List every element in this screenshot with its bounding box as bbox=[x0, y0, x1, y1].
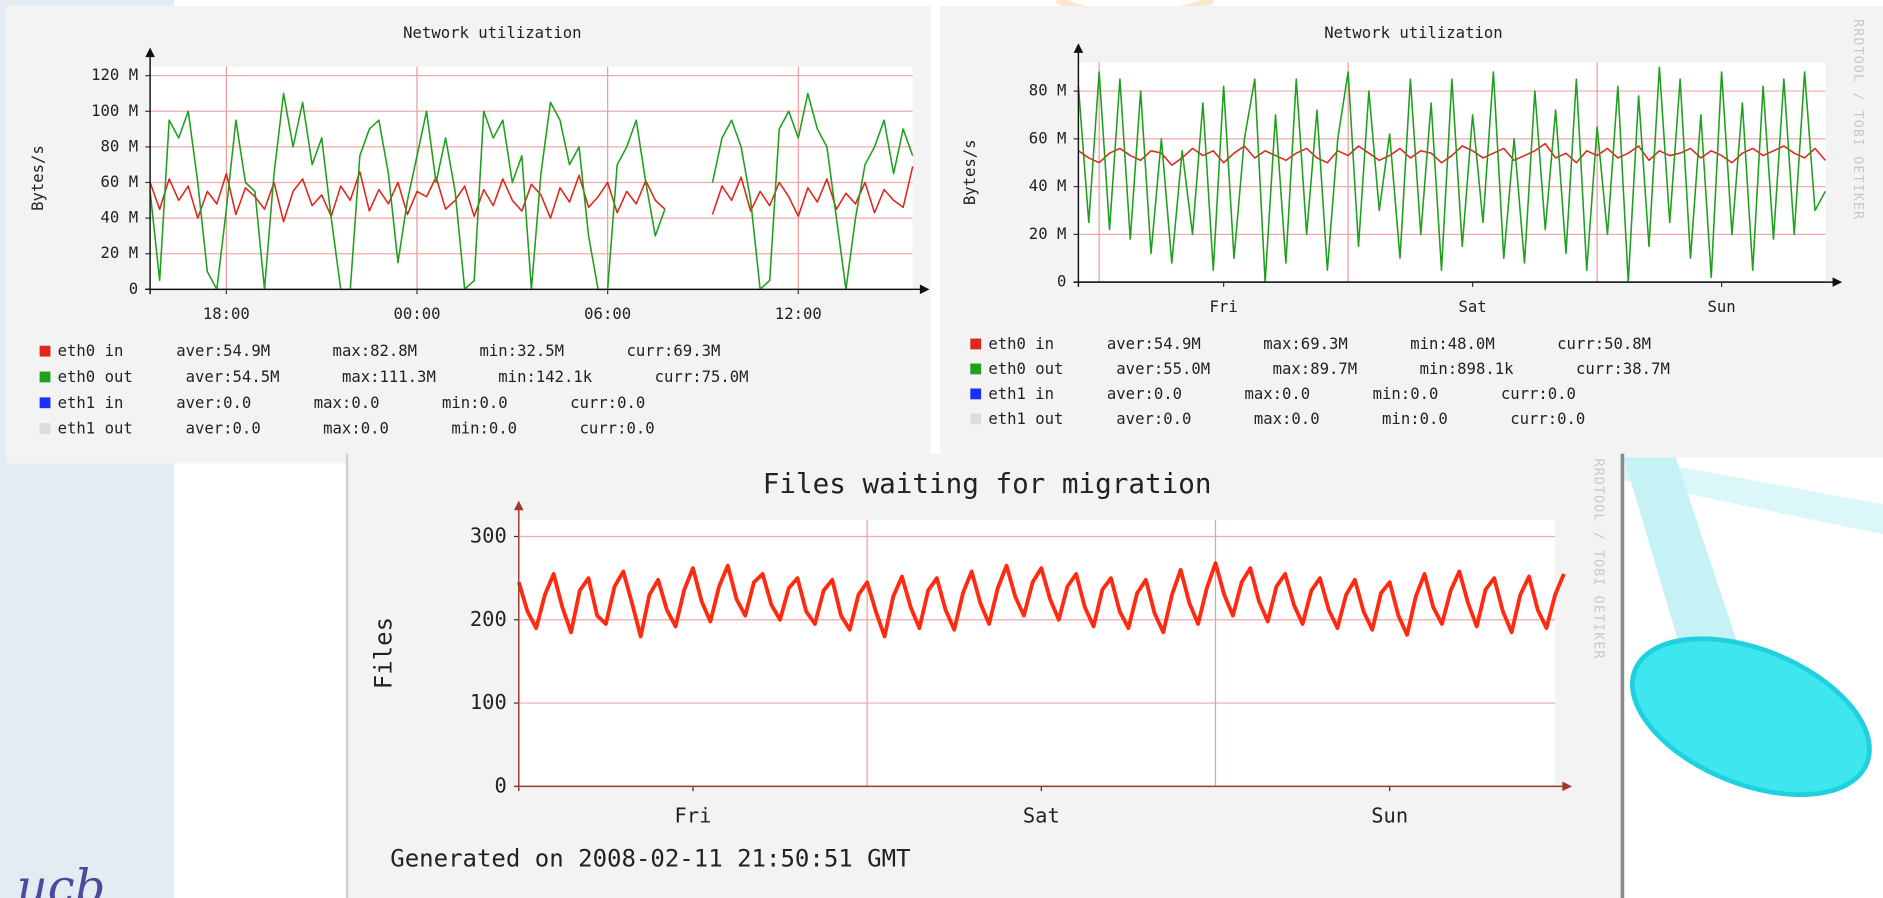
watermark: RRDTOOL / TOBI OETIKER bbox=[1590, 459, 1605, 660]
y-tick-label: 40 M bbox=[101, 209, 139, 227]
legend-stat: aver:54.9M bbox=[1107, 335, 1201, 353]
legend-label: eth1 in bbox=[988, 385, 1054, 403]
y-tick-label: 60 M bbox=[1029, 129, 1067, 147]
x-tick-label: Sun bbox=[1708, 298, 1736, 316]
y-tick-label: 200 bbox=[470, 607, 507, 631]
x-tick-label: Fri bbox=[675, 803, 712, 827]
legend-stat: max:0.0 bbox=[323, 420, 389, 438]
legend-stat: max:0.0 bbox=[1254, 410, 1320, 428]
x-tick-label: 06:00 bbox=[584, 305, 631, 323]
legend-stat: max:82.8M bbox=[333, 342, 418, 360]
legend-stat: max:89.7M bbox=[1273, 360, 1358, 378]
legend-stat: max:69.3M bbox=[1263, 335, 1348, 353]
x-tick-label: Sun bbox=[1371, 803, 1408, 827]
chart-title: Network utilization bbox=[1324, 24, 1502, 42]
footer: Generated on 2008-02-11 21:50:51 GMT bbox=[390, 845, 910, 873]
legend-stat: min:0.0 bbox=[1382, 410, 1448, 428]
y-tick-label: 100 bbox=[470, 690, 507, 714]
x-tick-label: 00:00 bbox=[394, 305, 441, 323]
legend-swatch bbox=[40, 346, 51, 357]
legend-label: eth0 out bbox=[988, 360, 1063, 378]
legend-stat: curr:38.7M bbox=[1576, 360, 1670, 378]
legend-swatch bbox=[970, 388, 981, 399]
x-tick-label: Fri bbox=[1210, 298, 1238, 316]
legend-stat: min:898.1k bbox=[1420, 360, 1515, 378]
y-tick-label: 120 M bbox=[91, 66, 138, 84]
y-tick-label: 40 M bbox=[1029, 177, 1067, 195]
legend-stat: aver:55.0M bbox=[1116, 360, 1210, 378]
watermark: RRDTOOL / TOBI OETIKER bbox=[1850, 19, 1865, 220]
y-tick-label: 300 bbox=[470, 523, 507, 547]
x-tick-label: Sat bbox=[1023, 803, 1060, 827]
legend-swatch bbox=[970, 339, 981, 350]
chart-title: Network utilization bbox=[403, 24, 581, 42]
y-tick-label: 60 M bbox=[101, 173, 139, 191]
legend-stat: aver:0.0 bbox=[1116, 410, 1191, 428]
legend-stat: min:142.1k bbox=[498, 368, 593, 386]
legend-label: eth0 in bbox=[58, 342, 124, 360]
legend-swatch bbox=[40, 397, 51, 408]
background-text: ucb bbox=[17, 859, 106, 898]
legend-swatch bbox=[40, 423, 51, 434]
legend-swatch bbox=[970, 413, 981, 424]
legend-stat: max:111.3M bbox=[342, 368, 436, 386]
y-axis-label: Bytes/s bbox=[29, 145, 47, 211]
legend-stat: curr:75.0M bbox=[655, 368, 749, 386]
legend-stat: curr:69.3M bbox=[626, 342, 720, 360]
y-tick-label: 80 M bbox=[1029, 82, 1067, 100]
legend-stat: min:0.0 bbox=[451, 420, 517, 438]
legend-swatch bbox=[40, 372, 51, 383]
legend-stat: min:32.5M bbox=[480, 342, 565, 360]
legend-stat: curr:50.8M bbox=[1557, 335, 1651, 353]
legend-stat: min:0.0 bbox=[442, 394, 508, 412]
legend-stat: aver:0.0 bbox=[1107, 385, 1182, 403]
legend-label: eth1 out bbox=[988, 410, 1063, 428]
legend-stat: curr:0.0 bbox=[580, 420, 655, 438]
y-tick-label: 100 M bbox=[91, 102, 138, 120]
legend-label: eth1 in bbox=[58, 394, 124, 412]
y-tick-label: 80 M bbox=[101, 137, 139, 155]
legend-stat: curr:0.0 bbox=[1510, 410, 1585, 428]
legend-label: eth0 in bbox=[988, 335, 1054, 353]
legend-stat: max:0.0 bbox=[314, 394, 380, 412]
chart-title: Files waiting for migration bbox=[763, 467, 1212, 500]
screenshot: ucb 0 20 M 40 M 60 M 80 M 100 M 120 M 18:00 00:0… bbox=[0, 0, 1883, 898]
legend-stat: min:0.0 bbox=[1373, 385, 1439, 403]
legend-label: eth0 out bbox=[58, 368, 133, 386]
legend-stat: curr:0.0 bbox=[1501, 385, 1576, 403]
x-tick-label: 18:00 bbox=[203, 305, 250, 323]
y-tick-label: 0 bbox=[494, 773, 506, 797]
y-tick-label: 0 bbox=[129, 280, 138, 298]
legend-stat: curr:0.0 bbox=[570, 394, 645, 412]
legend-stat: max:0.0 bbox=[1244, 385, 1310, 403]
legend-swatch bbox=[970, 364, 981, 375]
legend-stat: aver:54.5M bbox=[186, 368, 280, 386]
plot-area bbox=[519, 520, 1555, 787]
x-tick-label: 12:00 bbox=[775, 305, 822, 323]
y-tick-label: 0 bbox=[1057, 273, 1066, 291]
legend-stat: aver:0.0 bbox=[176, 394, 251, 412]
legend-stat: aver:54.9M bbox=[176, 342, 270, 360]
legend-stat: min:48.0M bbox=[1410, 335, 1495, 353]
y-tick-label: 20 M bbox=[101, 244, 139, 262]
y-axis-label: Bytes/s bbox=[961, 139, 979, 205]
legend-stat: aver:0.0 bbox=[186, 420, 261, 438]
y-axis-label: Files bbox=[369, 617, 397, 689]
legend-label: eth1 out bbox=[58, 420, 133, 438]
x-tick-label: Sat bbox=[1459, 298, 1487, 316]
y-tick-label: 20 M bbox=[1029, 225, 1067, 243]
